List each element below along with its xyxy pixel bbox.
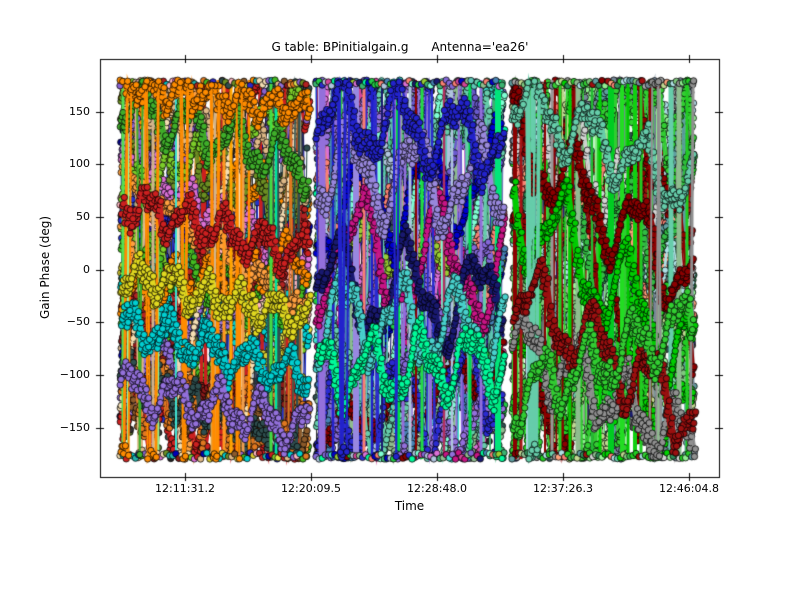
- y-tick-label: 100: [69, 157, 90, 171]
- x-tick-label: 12:46:04.8: [659, 482, 719, 495]
- y-tick-label: 50: [76, 209, 90, 223]
- x-tick-label: 12:11:31.2: [155, 482, 215, 495]
- x-tick-label: 12:37:26.3: [533, 482, 593, 495]
- y-tick-label: −50: [66, 315, 90, 329]
- y-tick-label: −100: [59, 367, 90, 381]
- y-tick-label: −150: [59, 420, 90, 434]
- x-axis-label: Time: [394, 499, 425, 513]
- plot-title: G table: BPinitialgain.g Antenna='ea26': [271, 40, 529, 54]
- x-tick-label: 12:20:09.5: [281, 482, 341, 495]
- x-tick-label: 12:28:48.0: [407, 482, 467, 495]
- y-tick-label: 0: [83, 262, 90, 276]
- y-tick-label: 150: [69, 104, 90, 118]
